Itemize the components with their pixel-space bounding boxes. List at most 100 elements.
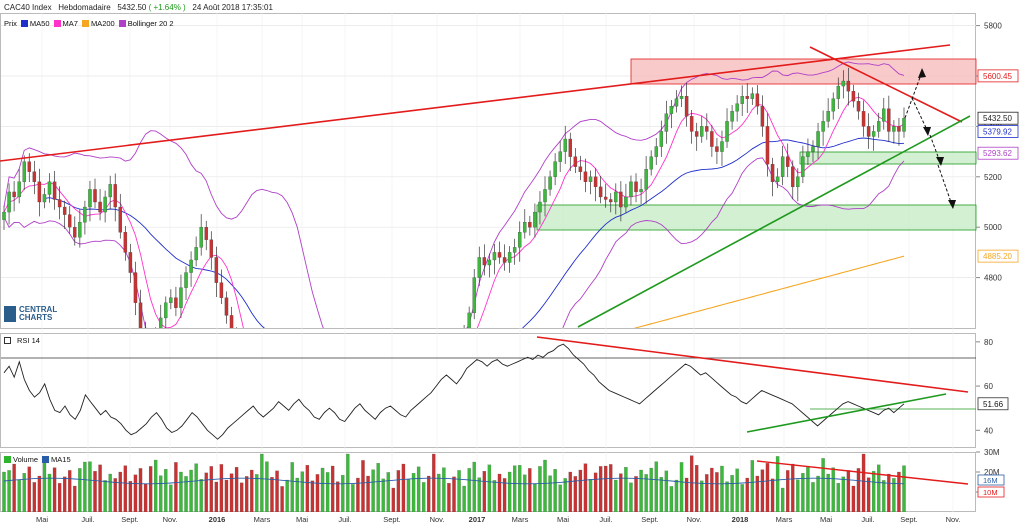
volume-bar (7, 470, 11, 512)
volume-bar (487, 464, 492, 512)
volume-bar (209, 466, 213, 512)
volume-bar (528, 468, 532, 512)
volume-bar (846, 470, 851, 512)
x-tick-label: Juil. (599, 515, 612, 524)
volume-bar (710, 467, 714, 512)
volume-bar (477, 477, 481, 512)
ma7-line (3, 96, 905, 328)
candle-body (377, 373, 380, 383)
candle-body (174, 297, 178, 308)
volume-label-box (977, 486, 1005, 498)
volume-bar (624, 467, 628, 512)
volume-bar (83, 461, 87, 512)
volume-bar (260, 453, 264, 512)
swatch-icon (118, 20, 126, 27)
candle-body (502, 257, 507, 263)
candle-body (407, 373, 410, 376)
legend-volume[interactable]: Volume (4, 455, 38, 464)
candle-body (558, 151, 562, 162)
candle-body (796, 176, 800, 188)
candle-body (265, 373, 268, 391)
legend-rsi[interactable]: RSI 14 (17, 336, 40, 345)
volume-bar (98, 464, 102, 512)
candle-body (806, 151, 810, 157)
candle-body (179, 287, 183, 308)
volume-bar (229, 473, 234, 512)
rsi-y-tick-label: 60 (984, 382, 993, 391)
volume-bar (563, 478, 567, 512)
x-tick-label: Nov. (946, 515, 961, 524)
candle-body (694, 131, 699, 137)
legend-bollinger[interactable]: Bollinger 20 2 (118, 19, 174, 28)
volume-bar (346, 453, 350, 512)
volume-bar (664, 470, 669, 512)
volume-y-tick-label: 30M (984, 448, 1000, 457)
candle-body (103, 196, 107, 213)
volume-bar (245, 476, 249, 512)
candle-body (583, 171, 588, 182)
candle-body (194, 247, 198, 261)
candle-body (573, 156, 578, 167)
candle-body (341, 373, 344, 388)
candle-body (463, 338, 466, 353)
volume-bar (361, 460, 365, 512)
candle-body (154, 338, 157, 358)
volume-bar (204, 472, 208, 512)
x-tick-label: Nov. (687, 515, 702, 524)
candle-body (482, 257, 487, 266)
candle-body (598, 186, 603, 198)
volume-bar (609, 464, 613, 512)
volume-bar (442, 467, 446, 512)
volume-bar (103, 480, 107, 512)
candle-body (821, 121, 825, 132)
volume-bar (401, 463, 406, 512)
volume-bar (300, 471, 304, 512)
volume-bar (219, 464, 224, 512)
volume-bar (882, 480, 886, 512)
volume-bar (467, 468, 471, 512)
x-tick-label: 2018 (732, 515, 749, 524)
volume-bar (523, 474, 527, 512)
candle-body (765, 126, 770, 165)
x-tick-label: Mars (776, 515, 793, 524)
candle-body (543, 189, 547, 203)
legend-ma7[interactable]: MA7 (53, 19, 78, 28)
candle-body (568, 138, 573, 157)
volume-bar (37, 475, 42, 512)
volume-bar (482, 471, 487, 512)
volume-bar (437, 473, 441, 512)
candle-body (336, 378, 339, 388)
legend-ma15[interactable]: MA15 (42, 455, 71, 464)
candle-body (442, 346, 445, 354)
price-label: 4885.20 (983, 252, 1012, 261)
candle-body (710, 131, 714, 147)
volume-bar (492, 480, 497, 512)
volume-bar (598, 466, 603, 512)
legend-prix[interactable]: Prix (4, 19, 17, 28)
volume-bar (330, 465, 335, 512)
volume-bar (421, 482, 426, 512)
candle-body (108, 184, 112, 198)
volume-bar (366, 475, 370, 512)
volume-bar (133, 474, 138, 512)
legend-ma50[interactable]: MA50 (20, 19, 50, 28)
price-label-box (977, 146, 1019, 160)
volume-bar (806, 466, 810, 512)
timestamp: 24 Août 2018 17:35:01 (192, 3, 273, 12)
volume-bar (250, 469, 254, 512)
period-label: Hebdomadaire (58, 3, 111, 12)
candle-body (603, 196, 608, 200)
candle-body (88, 189, 92, 208)
candle-body (715, 146, 719, 152)
candle-body (427, 348, 430, 356)
volume-bar (57, 483, 62, 512)
volume-bar (371, 469, 375, 512)
legend-ma200[interactable]: MA200 (81, 19, 115, 28)
volume-bar (432, 453, 436, 512)
candle-body (826, 111, 830, 122)
volume-bar (700, 480, 704, 512)
volume-bar (796, 479, 800, 512)
candle-body (892, 126, 896, 132)
x-tick-label: Mars (512, 515, 529, 524)
